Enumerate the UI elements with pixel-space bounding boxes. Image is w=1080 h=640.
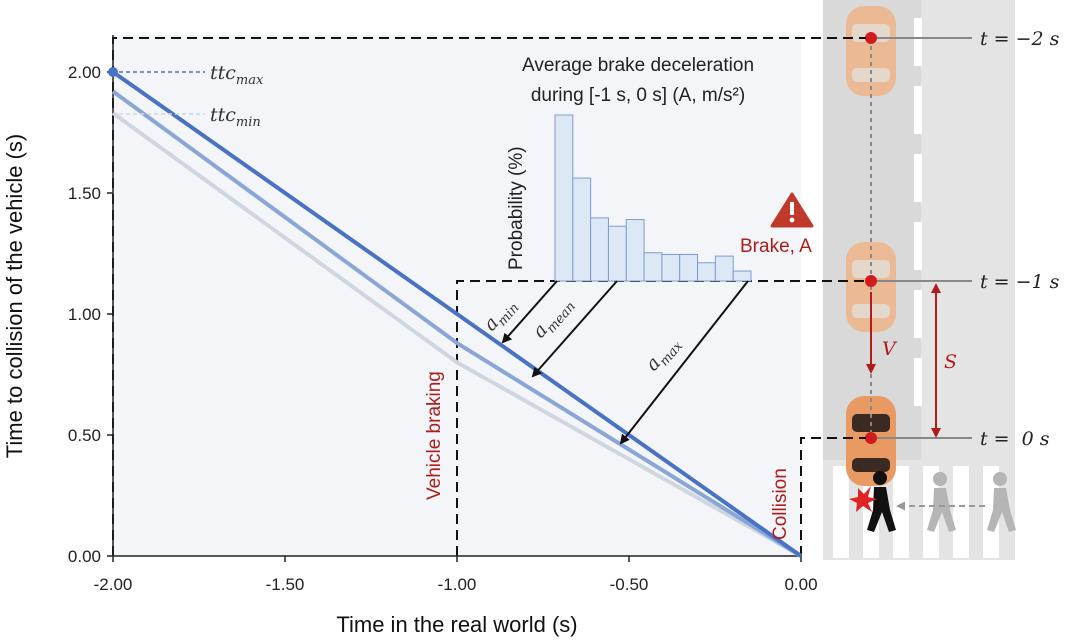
pedestrian-icon xyxy=(867,471,896,532)
series-line-ttc_max xyxy=(111,70,803,558)
histogram xyxy=(554,114,752,282)
x-tick-label: 0.00 xyxy=(784,575,817,594)
vehicle-position-dot xyxy=(865,32,877,44)
x-axis-title: Time in the real world (s) xyxy=(336,612,577,637)
histogram-bar xyxy=(625,219,645,282)
car-icon xyxy=(846,6,896,96)
y-tick-label: 1.50 xyxy=(68,184,101,203)
x-tick-label: -0.50 xyxy=(610,575,649,594)
ttc-max-label: ttcmax xyxy=(210,62,264,88)
collision-burst-icon xyxy=(849,486,877,512)
histogram-ylabel: Probability (%) xyxy=(506,146,527,270)
a-mean-arrow xyxy=(531,280,618,378)
t-zero-label: t = 0 s xyxy=(980,428,1050,450)
series-line-ttc_min xyxy=(111,111,802,558)
pedestrian-icon xyxy=(987,472,1016,532)
pedestrian-icon xyxy=(927,472,956,532)
histogram-bar xyxy=(643,252,663,282)
distance-label: S xyxy=(944,351,957,373)
x-tick-label: -1.50 xyxy=(266,575,305,594)
series-line-middle xyxy=(111,89,803,558)
histogram-bar xyxy=(732,270,752,282)
lane-dashes xyxy=(914,18,922,406)
histogram-bar xyxy=(554,114,574,282)
collision-label: Collision xyxy=(770,468,791,540)
y-axis-title: Time to collision of the vehicle (s) xyxy=(2,134,27,458)
guide-collision xyxy=(800,437,866,556)
warning-icon xyxy=(770,192,814,228)
t-minus-2-label: t = −2 s xyxy=(980,28,1060,50)
histogram-bar xyxy=(661,253,681,282)
histogram-bar xyxy=(714,255,734,282)
histogram-bar xyxy=(572,177,592,282)
ttc-min-label: ttcmin xyxy=(210,104,261,130)
vehicle-braking-label: Vehicle braking xyxy=(424,371,445,500)
x-tick-label: -2.00 xyxy=(94,575,133,594)
y-tick-label: 1.00 xyxy=(68,305,101,324)
vehicle-position-dot xyxy=(865,432,877,444)
histogram-title-line1: Average brake deceleration xyxy=(522,55,754,76)
a-max-arrow xyxy=(619,280,749,445)
vehicle-position-dot xyxy=(865,275,877,287)
ttc-max-marker xyxy=(108,67,118,77)
histogram-bar xyxy=(697,262,716,282)
velocity-label: V xyxy=(882,338,898,360)
y-tick-label: 2.00 xyxy=(68,63,101,82)
brake-label: Brake, A xyxy=(740,236,812,257)
histogram-bar xyxy=(679,253,699,282)
y-tick-label: 0.50 xyxy=(68,426,101,445)
series-group xyxy=(111,70,803,558)
histogram-bar xyxy=(590,217,609,282)
t-minus-1-label: t = −1 s xyxy=(980,271,1060,293)
histogram-title-line2: during [-1 s, 0 s] (A, m/s²) xyxy=(531,85,745,106)
y-ticks: 0.00 0.50 1.00 1.50 2.00 xyxy=(68,63,113,566)
x-tick-label: -1.00 xyxy=(438,575,477,594)
y-tick-label: 0.00 xyxy=(68,547,101,566)
histogram-bar xyxy=(607,225,627,282)
x-ticks: -2.00 -1.50 -1.00 -0.50 0.00 xyxy=(94,556,818,594)
a-min-arrow xyxy=(501,280,558,344)
